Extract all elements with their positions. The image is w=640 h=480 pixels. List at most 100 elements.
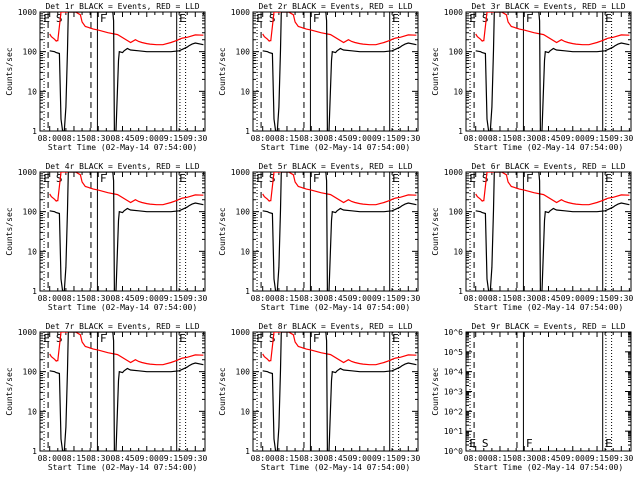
event-marker-e: E [256, 172, 263, 185]
x-tick-label: 08:15 [62, 294, 86, 303]
x-tick-label: 08:00 [464, 454, 488, 463]
y-tick-label: 100 [449, 208, 464, 217]
x-tick-label: 08:15 [275, 294, 299, 303]
event-marker-s: S [56, 172, 63, 185]
event-marker-f: F [100, 172, 107, 185]
x-tick-label: 08:00 [464, 134, 488, 143]
x-tick-label: 09:00 [348, 134, 372, 143]
x-axis-label: Start Time (02-May-14 07:54:00) [474, 463, 623, 472]
x-tick-label: 08:00 [38, 454, 62, 463]
x-tick-label: 09:00 [135, 294, 159, 303]
x-tick-label: 08:00 [38, 134, 62, 143]
x-tick-label: 09:30 [183, 454, 207, 463]
x-tick-label: 08:15 [275, 134, 299, 143]
events-series-line [475, 12, 630, 131]
y-tick-label: 10 [240, 407, 250, 416]
y-tick-label: 1000 [231, 8, 250, 17]
x-tick-label: 09:15 [372, 294, 396, 303]
x-tick-label: 09:15 [159, 134, 183, 143]
x-axis-label: Start Time (02-May-14 07:54:00) [48, 143, 197, 152]
y-axis-label: Counts/sec [431, 367, 440, 415]
panel-title: Det 7r BLACK = Events, RED = LLD [45, 322, 199, 331]
lld-series-line [262, 12, 417, 46]
x-tick-label: 08:15 [488, 454, 512, 463]
y-axis-label: Counts/sec [5, 207, 14, 255]
y-tick-label: 1 [32, 127, 37, 136]
x-tick-label: 08:30 [512, 134, 536, 143]
x-tick-label: 09:00 [348, 294, 372, 303]
x-tick-label: 09:30 [609, 134, 633, 143]
lld-series-line [262, 332, 417, 366]
y-tick-label: 10^2 [444, 407, 463, 416]
y-axis-label: Counts/sec [431, 47, 440, 95]
x-tick-label: 08:30 [86, 454, 110, 463]
y-tick-label: 10^0 [444, 447, 463, 456]
x-tick-label: 08:45 [536, 294, 560, 303]
y-tick-label: 10^5 [444, 348, 463, 357]
plot-frame [39, 171, 206, 292]
x-tick-label: 09:30 [183, 134, 207, 143]
x-tick-label: 09:30 [609, 454, 633, 463]
event-marker-f: F [100, 332, 107, 345]
event-marker-s: S [482, 12, 489, 25]
x-tick-label: 08:45 [536, 454, 560, 463]
events-series-line [49, 12, 204, 131]
y-tick-label: 100 [236, 208, 251, 217]
lld-series-line [475, 12, 630, 46]
event-marker-e: E [605, 437, 612, 450]
y-tick-label: 100 [449, 48, 464, 57]
event-marker-s: S [269, 12, 276, 25]
panel-title: Det 8r BLACK = Events, RED = LLD [258, 322, 412, 331]
lld-series-line [262, 172, 417, 206]
x-tick-label: 08:30 [512, 294, 536, 303]
y-tick-label: 10 [453, 87, 463, 96]
plot-frame [39, 331, 206, 452]
plot-frame [252, 11, 419, 132]
event-marker-e: E [392, 12, 399, 25]
x-tick-label: 08:45 [323, 294, 347, 303]
event-marker-e: E [469, 172, 476, 185]
y-axis-label: Counts/sec [218, 367, 227, 415]
plot-frame [465, 331, 632, 452]
x-tick-label: 08:45 [110, 454, 134, 463]
x-axis-label: Start Time (02-May-14 07:54:00) [474, 143, 623, 152]
event-marker-s: S [269, 332, 276, 345]
event-marker-e: E [179, 12, 186, 25]
x-tick-label: 09:15 [159, 454, 183, 463]
panel-title: Det 3r BLACK = Events, RED = LLD [471, 2, 625, 11]
x-tick-label: 08:15 [62, 454, 86, 463]
x-tick-label: 08:00 [251, 294, 275, 303]
event-marker-s: S [56, 12, 63, 25]
x-tick-label: 08:45 [110, 294, 134, 303]
x-tick-label: 08:45 [323, 134, 347, 143]
x-tick-label: 09:30 [396, 134, 420, 143]
y-tick-label: 10 [27, 87, 37, 96]
y-tick-label: 1 [32, 287, 37, 296]
x-tick-label: 09:30 [183, 294, 207, 303]
x-axis-label: Start Time (02-May-14 07:54:00) [261, 463, 410, 472]
y-tick-label: 1000 [18, 328, 37, 337]
event-marker-e: E [392, 332, 399, 345]
y-tick-label: 1 [245, 287, 250, 296]
plot-frame [465, 171, 632, 292]
y-axis-label: Counts/sec [218, 207, 227, 255]
x-tick-label: 08:15 [275, 454, 299, 463]
x-tick-label: 09:30 [396, 294, 420, 303]
events-series-line [475, 172, 630, 291]
y-tick-label: 1000 [444, 168, 463, 177]
event-marker-f: F [313, 172, 320, 185]
event-marker-e: E [256, 332, 263, 345]
y-tick-label: 100 [236, 48, 251, 57]
y-tick-label: 10^3 [444, 388, 463, 397]
event-marker-f: F [313, 332, 320, 345]
lld-series-line [49, 332, 204, 366]
y-tick-label: 1 [32, 447, 37, 456]
event-marker-s: S [56, 332, 63, 345]
y-tick-label: 100 [23, 368, 38, 377]
plot-frame [252, 171, 419, 292]
event-marker-f: F [100, 12, 107, 25]
y-axis-label: Counts/sec [5, 47, 14, 95]
x-tick-label: 08:15 [62, 134, 86, 143]
event-marker-e: E [392, 172, 399, 185]
